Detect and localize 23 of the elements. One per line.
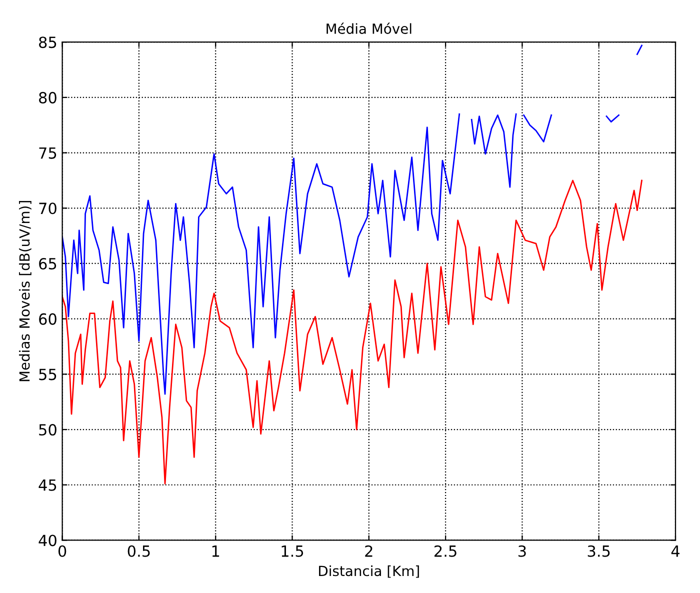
x-tick-label: 3 (518, 545, 526, 557)
x-tick-label: 0.5 (128, 545, 150, 557)
y-tick-label: 70 (39, 202, 56, 214)
y-tick-label: 50 (39, 424, 56, 436)
x-tick-label: 1 (212, 546, 220, 557)
y-tick-label: 75 (39, 147, 56, 159)
x-tick-label: 0 (58, 545, 66, 557)
x-tick-label: 2 (365, 545, 372, 557)
y-tick-label: 85 (39, 36, 56, 48)
x-tick-label: 4 (671, 546, 680, 557)
x-tick-label: 3.5 (588, 545, 610, 557)
chart-title: Média Móvel (326, 22, 412, 34)
y-tick-label: 55 (39, 368, 56, 380)
y-tick-label: 80 (39, 92, 56, 104)
x-tick-label: 1.5 (282, 546, 304, 557)
y-tick-label: 60 (39, 313, 56, 325)
y-tick-label: 65 (39, 258, 56, 270)
x-axis-title: Distancia [Km] (319, 565, 419, 578)
y-axis-title: Medias Moveis [dB(uV/m)] (19, 201, 32, 382)
y-tick-label: 45 (38, 480, 56, 491)
x-tick-label: 2.5 (434, 545, 456, 557)
y-tick-label: 40 (38, 534, 56, 546)
line-series (62, 180, 642, 484)
